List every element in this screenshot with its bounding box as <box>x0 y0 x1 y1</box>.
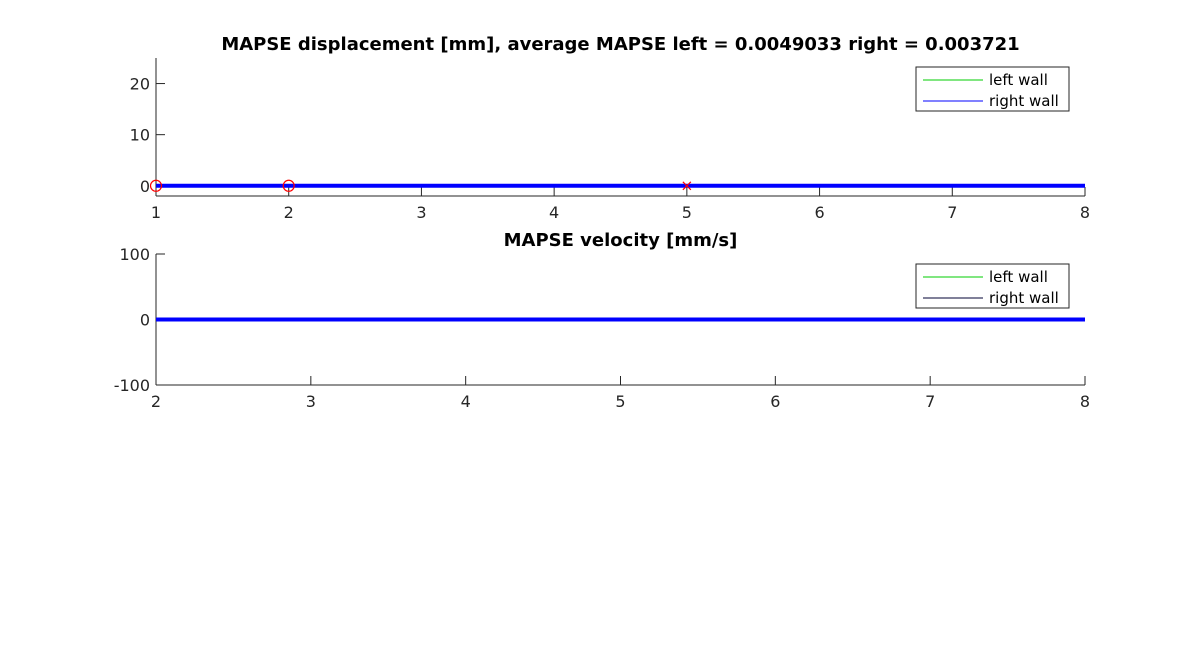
cross-marker <box>682 181 692 191</box>
velocity-chart: MAPSE velocity [mm/s] 2 3 4 5 6 7 8 -100 0 100 left… <box>114 230 1090 411</box>
legend-label: right wall <box>989 289 1059 307</box>
legend-label: right wall <box>989 92 1059 110</box>
x-tick-label: 5 <box>615 392 625 411</box>
legend-label: left wall <box>989 268 1048 286</box>
x-tick-label: 8 <box>1080 392 1090 411</box>
y-tick-label: 20 <box>130 75 150 94</box>
legend-label: left wall <box>989 71 1048 89</box>
chart-title: MAPSE displacement [mm], average MAPSE l… <box>221 34 1019 55</box>
x-tick-label: 3 <box>416 203 426 222</box>
y-tick-label: 0 <box>140 177 150 196</box>
legend: left wall right wall <box>915 66 1070 112</box>
legend: left wall right wall <box>915 263 1070 309</box>
displacement-chart: MAPSE displacement [mm], average MAPSE l… <box>130 34 1090 222</box>
x-tick-label: 1 <box>151 203 161 222</box>
chart-title: MAPSE velocity [mm/s] <box>504 230 738 251</box>
x-tick-label: 7 <box>925 392 935 411</box>
cross-marker-stroke <box>682 181 692 191</box>
x-tick-label: 3 <box>306 392 316 411</box>
y-tick-label: -100 <box>114 376 150 395</box>
x-tick-label: 6 <box>814 203 824 222</box>
y-tick-label: 100 <box>119 245 150 264</box>
x-tick-label: 2 <box>284 203 294 222</box>
y-tick-label: 10 <box>130 126 150 145</box>
x-tick-label: 4 <box>461 392 471 411</box>
x-tick-label: 5 <box>682 203 692 222</box>
legend-box <box>915 263 1070 309</box>
x-tick-label: 7 <box>947 203 957 222</box>
circle-marker <box>282 179 295 192</box>
y-tick-label: 0 <box>140 311 150 330</box>
legend-box <box>915 66 1070 112</box>
x-tick-label: 2 <box>151 392 161 411</box>
circle-marker <box>149 179 163 192</box>
x-tick-label: 4 <box>549 203 559 222</box>
x-tick-label: 8 <box>1080 203 1090 222</box>
x-tick-label: 6 <box>770 392 780 411</box>
